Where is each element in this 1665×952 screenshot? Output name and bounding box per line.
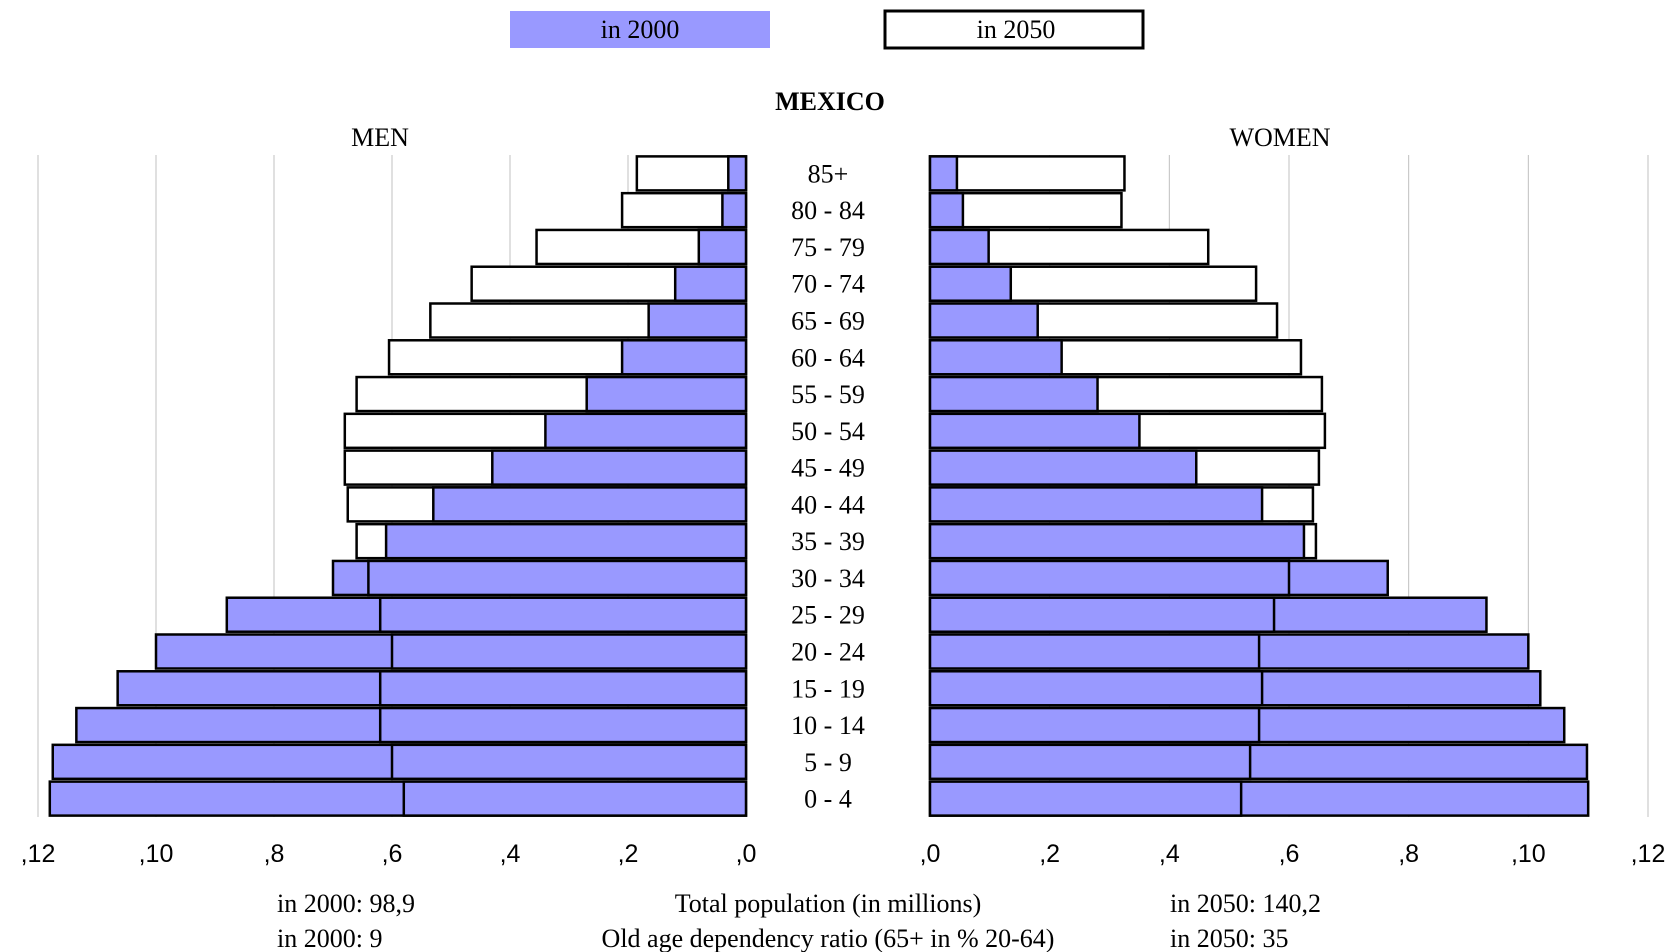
total-population-2050: in 2050: 140,2 [1170,889,1321,918]
category-label-35-39: 35 - 39 [791,527,865,556]
tick-label-women-2: ,2 [1039,840,1060,868]
tick-label-men-12: ,12 [21,840,56,868]
bar-women-2000-10-14 [930,708,1259,742]
category-label-60-64: 60 - 64 [791,343,865,372]
dependency-ratio-2000: in 2000: 9 [277,924,382,952]
tick-label-women-12: ,12 [1631,840,1665,868]
category-label-20-24: 20 - 24 [791,638,865,667]
bar-women-2000-30-34 [930,561,1289,595]
bar-men-2000-35-39 [386,524,746,558]
legend: in 2000 in 2050 [510,11,1143,48]
bar-men-2000-50-54 [545,414,746,448]
bar-women-2000-40-44 [930,487,1262,521]
bar-women-2000-65-69 [930,304,1038,338]
footer: in 2000: 98,9 Total population (in milli… [277,889,1321,952]
bar-men-2000-65-69 [649,304,746,338]
total-population-label: Total population (in millions) [675,889,982,918]
bar-men-2000-0-4 [404,782,746,816]
dependency-ratio-label: Old age dependency ratio (65+ in % 20-64… [602,924,1055,952]
bar-women-2000-70-74 [930,267,1011,301]
legend-label-2050: in 2050 [977,15,1056,44]
category-label-15-19: 15 - 19 [791,674,865,703]
bar-men-2000-25-29 [380,598,746,632]
total-population-2000: in 2000: 98,9 [277,889,415,918]
bar-men-2000-70-74 [675,267,746,301]
bar-women-2000-75-79 [930,230,989,264]
tick-label-men-0: ,0 [736,840,757,868]
tick-label-women-10: ,10 [1511,840,1546,868]
chart-title: MEXICO [775,87,885,116]
bar-women-2050-85+ [930,156,1124,190]
bar-women-2000-25-29 [930,598,1274,632]
category-label-55-59: 55 - 59 [791,380,865,409]
category-labels: 0 - 4 5 - 9 10 - 14 15 - 19 20 - 24 25 - 29 30… [791,159,865,813]
category-label-30-34: 30 - 34 [791,564,865,593]
bar-women-2000-85+ [930,156,957,190]
legend-label-2000: in 2000 [601,15,680,44]
category-label-10-14: 10 - 14 [791,711,865,740]
bar-women-2000-50-54 [930,414,1139,448]
bar-men-2000-85+ [728,156,746,190]
tick-label-men-8: ,8 [264,840,285,868]
category-label-25-29: 25 - 29 [791,601,865,630]
category-label-45-49: 45 - 49 [791,454,865,483]
tick-label-men-2: ,2 [618,840,639,868]
tick-label-men-6: ,6 [382,840,403,868]
bar-men-2000-45-49 [492,451,746,485]
bar-women-2000-45-49 [930,451,1196,485]
tick-label-women-4: ,4 [1159,840,1180,868]
bar-women-2000-80-84 [930,193,963,227]
category-label-5-9: 5 - 9 [804,748,852,777]
bar-men-2000-60-64 [622,340,746,374]
bar-women-2000-60-64 [930,340,1062,374]
bar-men-2000-55-59 [587,377,746,411]
bar-women-2000-5-9 [930,745,1250,779]
bar-men-2000-15-19 [380,671,746,705]
tick-label-men-10: ,10 [139,840,174,868]
bar-women-2000-55-59 [930,377,1098,411]
bar-men-2000-20-24 [392,635,746,669]
tick-label-women-8: ,8 [1398,840,1419,868]
category-label-70-74: 70 - 74 [791,270,865,299]
bar-women-2000-15-19 [930,671,1262,705]
bar-women-2000-20-24 [930,635,1259,669]
tick-label-women-0: ,0 [920,840,941,868]
category-label-65-69: 65 - 69 [791,307,865,336]
category-label-75-79: 75 - 79 [791,233,865,262]
category-label-85+: 85+ [808,159,849,188]
bar-men-2000-10-14 [380,708,746,742]
bar-men-2000-5-9 [392,745,746,779]
category-label-0-4: 0 - 4 [804,785,852,814]
category-label-80-84: 80 - 84 [791,196,865,225]
tick-label-women-6: ,6 [1279,840,1300,868]
bar-women-2000-35-39 [930,524,1304,558]
category-label-50-54: 50 - 54 [791,417,865,446]
panel-label-women: WOMEN [1229,123,1330,152]
tick-label-men-4: ,4 [500,840,521,868]
bar-men-2000-40-44 [433,487,746,521]
bar-men-2000-30-34 [368,561,746,595]
bar-women-2000-0-4 [930,782,1241,816]
dependency-ratio-2050: in 2050: 35 [1170,924,1288,952]
panel-label-men: MEN [351,123,409,152]
bar-men-2000-75-79 [699,230,746,264]
category-label-40-44: 40 - 44 [791,490,865,519]
bar-men-2000-80-84 [722,193,746,227]
axis-tick-labels: ,0 ,0 ,2 ,2 ,4 ,4 ,6 ,6 ,8 ,8 ,10 ,10 ,12 ,12 [21,840,1665,868]
